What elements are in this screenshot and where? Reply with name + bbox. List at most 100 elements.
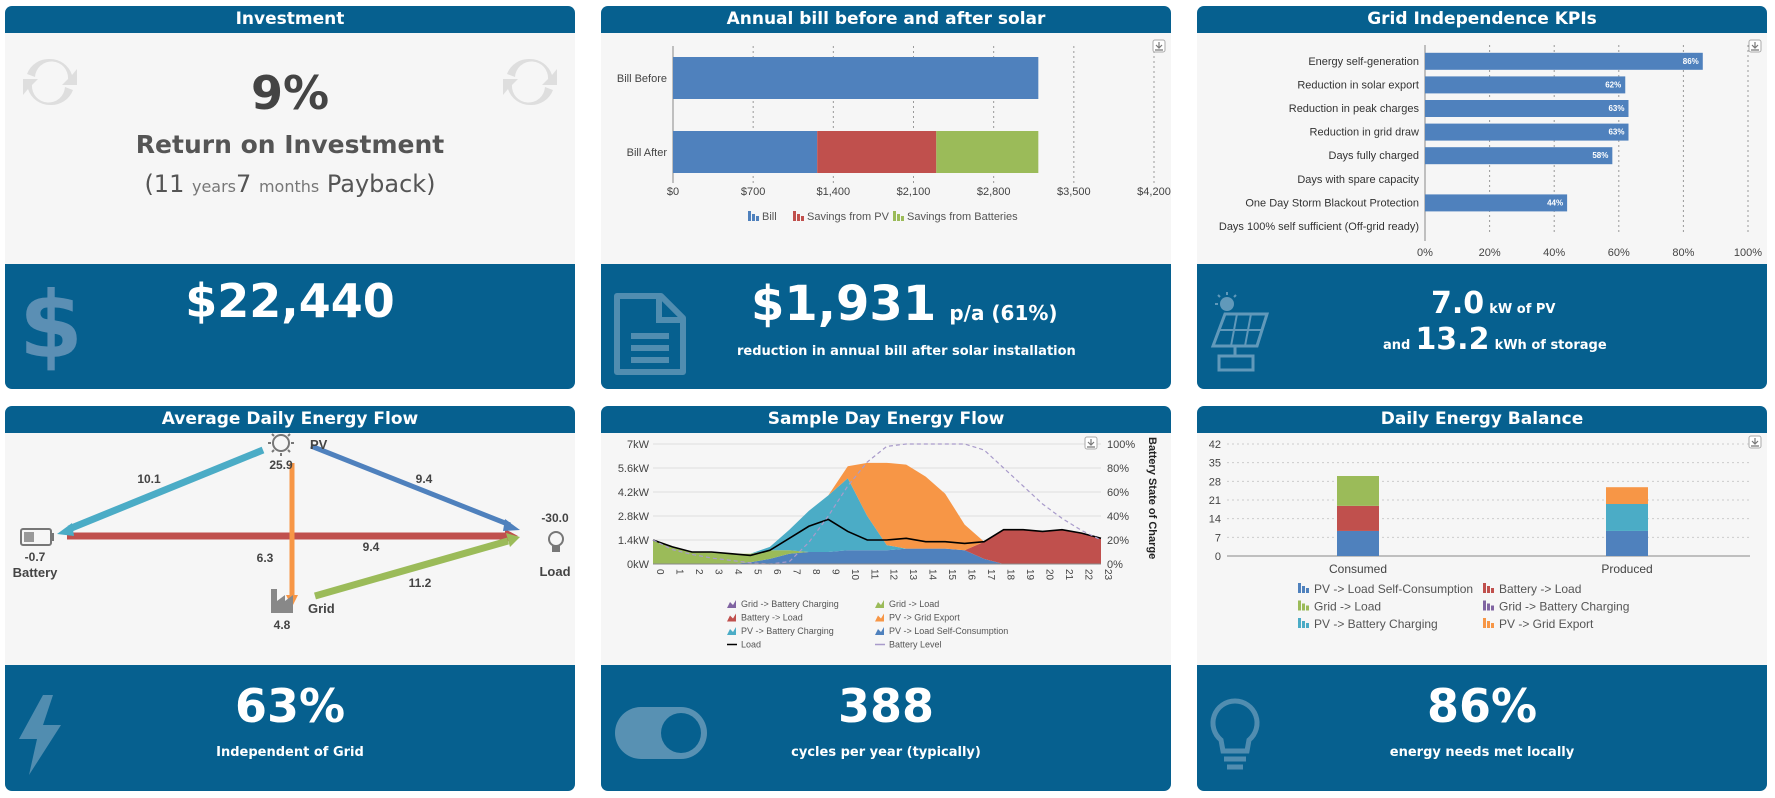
pv-label: PV xyxy=(310,437,328,452)
y-tick-label: Reduction in peak charges xyxy=(1289,103,1420,115)
grid-label: Grid xyxy=(308,601,335,616)
roi-label: Return on Investment xyxy=(135,130,445,159)
y-tick-label: Energy self-generation xyxy=(1308,56,1419,68)
y-tick-label: Bill After xyxy=(627,147,668,159)
x-tick-label: 17 xyxy=(985,569,996,581)
card-title: Sample Day Energy Flow xyxy=(601,406,1171,433)
card-title: Average Daily Energy Flow xyxy=(5,406,575,433)
legend-label: PV -> Load Self-Consumption xyxy=(889,626,1008,636)
card-title: Investment xyxy=(5,6,575,33)
legend-label: PV -> Battery Charging xyxy=(741,626,834,636)
legend-label: Grid -> Battery Charging xyxy=(741,599,839,609)
savings-amount: $1,931 xyxy=(751,276,937,332)
bar xyxy=(1425,194,1568,212)
legend-swatch xyxy=(1483,583,1494,593)
y-tick-label: 21 xyxy=(1209,495,1221,507)
legend-swatch xyxy=(1298,618,1309,628)
card-title: Grid Independence KPIs xyxy=(1197,6,1767,33)
bar xyxy=(1606,530,1648,556)
area-series xyxy=(653,529,1101,564)
x-tick-label: 40% xyxy=(1543,247,1565,259)
x-tick-label: $1,400 xyxy=(817,186,851,198)
savings-line: $1,931 p/a (61%) xyxy=(751,276,1058,332)
legend-label: Battery Level xyxy=(889,640,942,650)
payback-line: (11 years7 months Payback) xyxy=(144,170,436,198)
annual-bill-card: Annual bill before and after solar $0 $70… xyxy=(601,6,1171,389)
bar xyxy=(1425,147,1613,165)
bill-chart: $0 $700 $1,400 $2,100 $2,800 $3,500 $4,200 Bill… xyxy=(617,39,1171,223)
sample-day-card: Sample Day Energy Flow 0kW 1.4kW 2.8kW 4.2k… xyxy=(601,406,1171,791)
x-tick-label: 0% xyxy=(1417,247,1433,259)
independence-label: Independent of Grid xyxy=(216,745,364,760)
x-tick-label: 11 xyxy=(868,569,879,580)
y-tick-label: Days 100% self sufficient (Off-grid read… xyxy=(1219,221,1419,233)
grid-kpi-card: Grid Independence KPIs 0% 20% 40% 60% 80% 100… xyxy=(1197,6,1767,389)
x-tick-label: 20% xyxy=(1479,247,1501,259)
x-tick-label: 2 xyxy=(693,569,704,575)
roi-value: 9% xyxy=(250,66,330,120)
bar-value-label: 63% xyxy=(1608,104,1624,113)
flow-grid-load-arrow xyxy=(314,533,520,600)
x-tick-label: $4,200 xyxy=(1137,186,1171,198)
x-tick-label: 80% xyxy=(1672,247,1694,259)
bar-value-label: 63% xyxy=(1608,128,1624,137)
legend-swatch xyxy=(1483,618,1494,628)
bar xyxy=(1425,76,1626,94)
y-tick-label: Reduction in grid draw xyxy=(1310,127,1420,139)
y-tick-label: Days fully charged xyxy=(1329,150,1420,162)
cycles-label: cycles per year (typically) xyxy=(791,745,981,760)
battery-level-line xyxy=(652,443,1102,565)
x-tick-label: 60% xyxy=(1608,247,1630,259)
energy-flow-diagram: PV 25.9 -0.7 Battery -30.0 Load Grid 4.8 xyxy=(13,430,571,632)
savings-unit: p/a (61%) xyxy=(949,301,1058,325)
bar-value-label: 86% xyxy=(1683,57,1699,66)
legend-label: Savings from Batteries xyxy=(907,211,1018,223)
legend-swatch xyxy=(748,211,759,221)
x-tick-label: 16 xyxy=(966,569,977,581)
refresh-icon xyxy=(23,58,77,106)
bar xyxy=(1337,530,1379,556)
bar xyxy=(817,131,937,173)
x-tick-label: 4 xyxy=(732,569,743,575)
investment-amount: $22,440 xyxy=(185,274,395,328)
legend-swatch xyxy=(727,627,736,635)
investment-card: Investment 9% Return on Investment (11 y… xyxy=(5,6,575,389)
x-tick-label: 18 xyxy=(1005,569,1016,581)
legend-label: PV -> Grid Export xyxy=(889,613,960,623)
download-icon[interactable] xyxy=(1084,436,1098,450)
y-tick-label: 0 xyxy=(1215,551,1221,563)
lightbulb-icon xyxy=(1210,698,1260,770)
y-tick-label: 7kW xyxy=(627,439,650,451)
battery-value: -0.7 xyxy=(25,550,46,564)
bar xyxy=(1337,476,1379,506)
legend-label: Battery -> Load xyxy=(741,613,803,623)
area-series xyxy=(653,529,1101,564)
solar-panel-icon xyxy=(1210,292,1270,372)
bar-value-label: 44% xyxy=(1547,198,1563,207)
y-tick-label: 2.8kW xyxy=(618,511,650,523)
legend-swatch xyxy=(1483,600,1494,611)
y-tick-label: 42 xyxy=(1209,439,1221,451)
local-label: energy needs met locally xyxy=(1389,745,1575,760)
y-tick-label: 14 xyxy=(1209,514,1221,526)
legend-swatch xyxy=(875,613,884,622)
bar xyxy=(1425,52,1703,70)
card-title: Daily Energy Balance xyxy=(1197,406,1767,433)
bar xyxy=(936,131,1039,173)
download-icon[interactable] xyxy=(1748,435,1762,449)
y2-tick-label: 100% xyxy=(1107,439,1135,451)
flow-pv-battery-arrow xyxy=(57,446,265,536)
x-tick-label: 8 xyxy=(810,569,821,575)
bar xyxy=(1606,487,1648,504)
y-tick-label: 1.4kW xyxy=(618,535,650,547)
flow-pv-load-arrow xyxy=(310,443,520,531)
factory-icon xyxy=(271,589,293,613)
y-tick-label: 0kW xyxy=(627,559,650,571)
y-tick-label: 35 xyxy=(1209,458,1221,470)
download-icon[interactable] xyxy=(1748,39,1762,53)
bar-value-label: 58% xyxy=(1592,151,1608,160)
download-icon[interactable] xyxy=(1152,39,1166,53)
legend-label: PV -> Grid Export xyxy=(1499,617,1594,631)
flow-pv-grid-label: 6.3 xyxy=(257,551,274,565)
area-series xyxy=(653,462,1101,554)
